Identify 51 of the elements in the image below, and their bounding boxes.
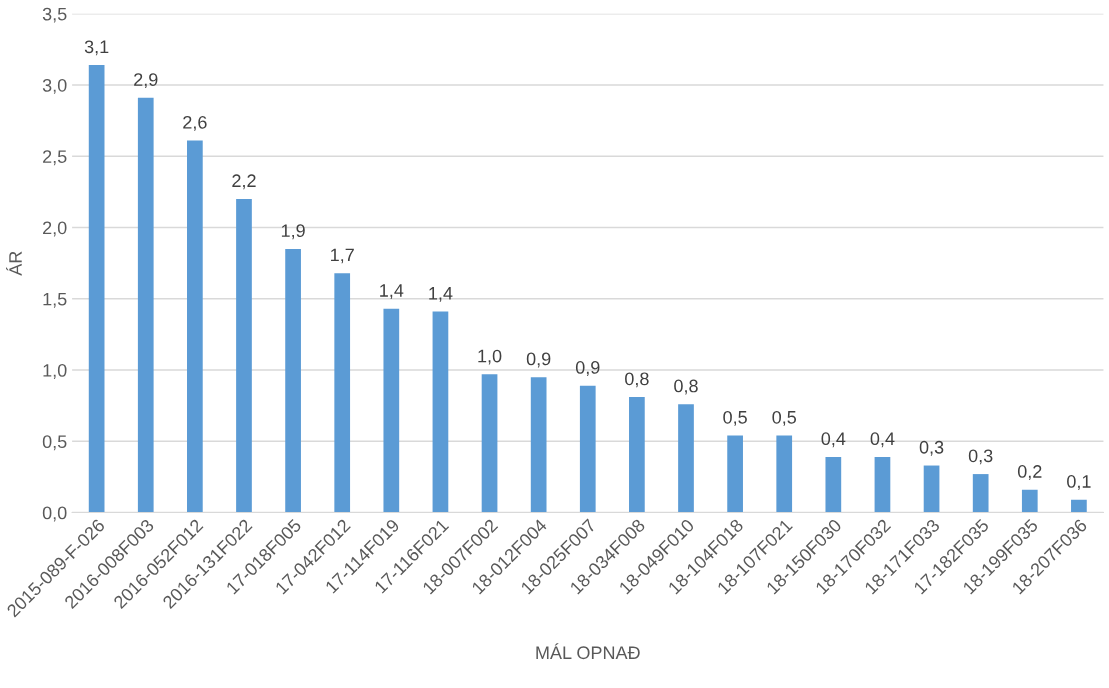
bar <box>383 308 400 513</box>
bar <box>285 248 301 513</box>
bar <box>137 97 154 513</box>
bar <box>334 273 351 513</box>
data-label: 2,6 <box>183 115 207 131</box>
bar <box>678 404 694 513</box>
y-tick-label: 3,5 <box>42 7 67 23</box>
bar <box>825 456 842 513</box>
x-axis-title: MÁL OPNAÐ <box>536 643 640 660</box>
bar <box>236 199 252 513</box>
y-tick-label: 2,0 <box>43 221 67 237</box>
y-tick-label: 0,5 <box>42 435 67 451</box>
bar <box>874 456 891 513</box>
y-tick-label: 1,0 <box>43 363 67 379</box>
data-label: 0,9 <box>575 361 600 376</box>
bar <box>727 435 743 513</box>
data-label: 0,5 <box>723 410 747 426</box>
y-tick-label: 3,0 <box>42 78 67 94</box>
bar <box>1021 489 1038 513</box>
bar <box>629 397 645 513</box>
data-label: 0,8 <box>674 379 698 395</box>
data-label: 0,5 <box>772 410 797 426</box>
data-label: 0,8 <box>625 372 649 388</box>
data-label: 1,7 <box>331 248 354 264</box>
data-label: 0,1 <box>1067 475 1091 490</box>
data-label: 0,3 <box>919 440 944 456</box>
data-label: 0,9 <box>526 352 551 368</box>
bar <box>432 311 449 513</box>
data-label: 1,0 <box>478 349 502 365</box>
data-label: 0,2 <box>1017 465 1042 480</box>
data-label: 1,4 <box>380 284 404 299</box>
bar <box>579 385 596 513</box>
data-label: 0,3 <box>968 449 993 465</box>
bar <box>187 140 203 513</box>
data-label: 2,9 <box>134 73 158 89</box>
data-label: 1,9 <box>281 224 305 240</box>
data-label: 1,4 <box>429 287 453 302</box>
y-tick-label: 1,5 <box>43 292 67 308</box>
data-label: 0,4 <box>821 432 846 448</box>
bar <box>481 374 498 513</box>
bar <box>530 377 547 513</box>
bar <box>1071 499 1087 513</box>
y-axis-title: ÁR <box>6 251 22 276</box>
bar <box>972 474 989 513</box>
data-label: 3,1 <box>84 40 109 56</box>
bar <box>776 435 793 513</box>
y-tick-label: 2,5 <box>43 150 67 166</box>
data-label: 2,2 <box>232 174 256 190</box>
data-label: 0,4 <box>870 432 895 448</box>
bar <box>88 65 105 513</box>
bar <box>923 465 940 513</box>
